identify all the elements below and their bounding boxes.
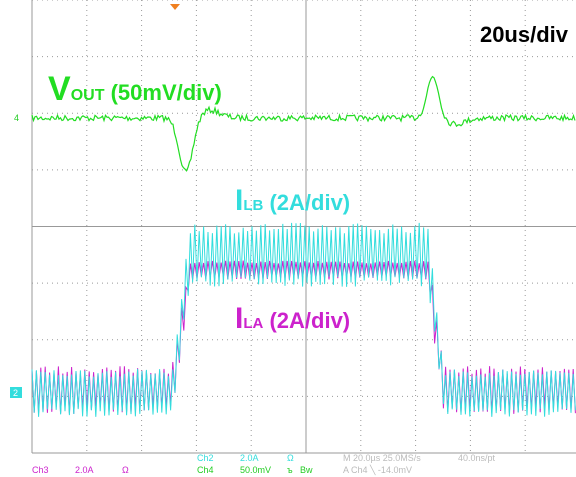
vout-label: VOUT (50mV/div)	[48, 70, 222, 108]
status: Bw	[300, 465, 313, 475]
status: A Ch4 ╲ -14.0mV	[343, 464, 412, 476]
status: 2.0A	[75, 465, 94, 475]
ch4-marker: 4	[14, 113, 19, 123]
timebase-label: 20us/div	[480, 22, 569, 47]
trigger-position	[170, 4, 180, 10]
ch2-marker-bg	[10, 387, 22, 398]
status: Ω	[122, 465, 129, 475]
status: Ch2	[197, 453, 214, 463]
ch2-marker: 2	[13, 388, 18, 398]
status: M 20.0µs 25.0MS/s	[343, 453, 421, 463]
ila-label: ILA (2A/div)	[235, 302, 350, 335]
status: 40.0ns/pt	[458, 453, 496, 463]
ilb-trace	[31, 222, 576, 417]
waveforms	[31, 75, 576, 417]
status: Ch3	[32, 465, 49, 475]
status: 2.0A	[240, 453, 259, 463]
ilb-label: ILB (2A/div)	[235, 184, 350, 217]
vout-trace	[31, 75, 576, 172]
graticule	[31, 0, 576, 454]
status: Ω	[287, 453, 294, 463]
status: ъ	[287, 465, 293, 475]
status: 50.0mV	[240, 465, 271, 475]
status: Ch4	[197, 465, 214, 475]
